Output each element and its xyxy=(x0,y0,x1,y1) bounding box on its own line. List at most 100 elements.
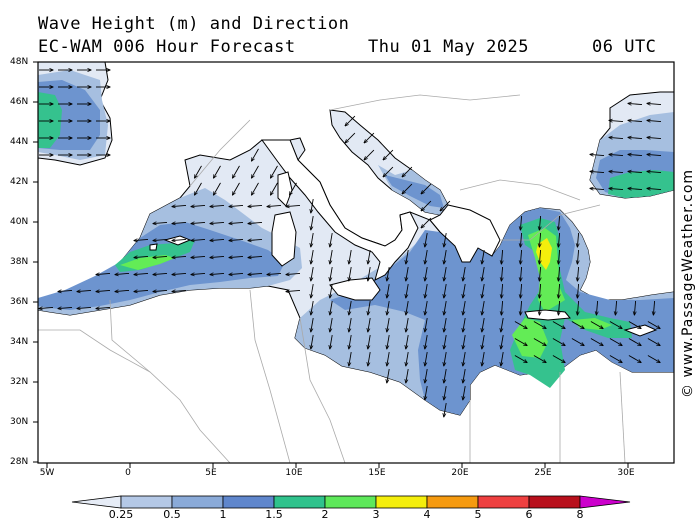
wave-arrow xyxy=(463,369,466,383)
wave-arrow xyxy=(191,273,206,274)
wave-arrow xyxy=(210,239,225,240)
wave-arrow xyxy=(286,273,301,274)
legend-swatch xyxy=(528,495,581,509)
wave-arrow xyxy=(286,290,301,291)
wave-arrow xyxy=(191,256,206,257)
wave-arrow xyxy=(533,338,546,346)
wave-arrow xyxy=(134,256,149,257)
wave-arrow xyxy=(501,266,502,281)
wave-arrow xyxy=(153,239,168,240)
wave-arrow xyxy=(210,256,225,257)
wave-arrow xyxy=(539,266,540,281)
wave-arrow xyxy=(520,300,521,315)
wave-arrow xyxy=(425,352,428,366)
wave-arrow xyxy=(368,267,371,281)
wave-arrow xyxy=(330,250,333,264)
wave-arrow xyxy=(577,232,578,247)
wave-arrow xyxy=(248,239,263,240)
wave-arrow xyxy=(552,321,565,329)
wave-arrow xyxy=(425,233,428,247)
wave-arrow xyxy=(590,171,605,172)
wave-arrow xyxy=(577,283,578,298)
wave-arrow xyxy=(628,338,641,346)
wave-arrow xyxy=(463,386,466,400)
wave-arrow xyxy=(609,321,622,329)
lat-label-36n: 36N xyxy=(10,297,29,307)
wave-arrow xyxy=(349,267,352,281)
wave-arrow xyxy=(609,338,622,346)
wave-arrow xyxy=(482,335,485,349)
wave-arrow xyxy=(330,335,333,349)
wave-arrow xyxy=(628,103,643,104)
wave-arrow xyxy=(421,183,432,194)
wave-arrow xyxy=(402,166,413,177)
legend-label-6: 6 xyxy=(525,508,533,521)
wave-arrow xyxy=(330,318,333,332)
wave-arrow xyxy=(252,165,259,178)
wave-arrow xyxy=(330,267,333,281)
wave-arrow xyxy=(290,182,297,195)
wave-arrow xyxy=(387,335,390,349)
wave-arrow xyxy=(387,352,390,366)
wave-direction-arrows xyxy=(39,70,661,417)
wave-arrow xyxy=(647,355,660,363)
wave-arrow xyxy=(539,232,540,247)
wave-arrow xyxy=(345,115,356,126)
lat-label-34n: 34N xyxy=(10,337,29,347)
wave-arrow xyxy=(628,321,641,329)
wave-arrow xyxy=(571,321,584,329)
wave-arrow xyxy=(552,355,565,363)
wave-arrow xyxy=(406,301,409,315)
wave-arrow xyxy=(539,300,540,315)
wave-arrow xyxy=(558,283,559,298)
wave-arrow xyxy=(172,239,187,240)
wave-arrow xyxy=(349,352,352,366)
wave-arrow xyxy=(153,273,168,274)
wave-arrow xyxy=(311,250,314,264)
lat-label-46n: 46N xyxy=(10,97,29,107)
wave-arrow xyxy=(172,290,187,291)
wave-arrow xyxy=(267,205,282,206)
wave-arrow xyxy=(383,149,394,160)
wave-arrow xyxy=(425,386,428,400)
wave-height-colorbar xyxy=(71,495,631,509)
wave-arrow xyxy=(383,166,394,177)
wave-arrow xyxy=(558,215,559,230)
wave-arrow xyxy=(539,283,540,298)
wave-arrow xyxy=(463,284,466,298)
lat-label-32n: 32N xyxy=(10,377,29,387)
wave-arrow xyxy=(514,355,527,363)
wave-arrow xyxy=(463,318,466,332)
wave-arrow xyxy=(647,188,662,189)
wave-arrow xyxy=(330,284,333,298)
wave-arrow xyxy=(539,215,540,230)
wave-arrow xyxy=(520,249,521,264)
wave-arrow xyxy=(191,222,206,223)
wave-arrow xyxy=(39,307,54,308)
wave-arrow xyxy=(501,352,504,366)
wave-arrow xyxy=(463,335,466,349)
wave-arrow xyxy=(191,239,206,240)
wave-arrow xyxy=(425,250,428,264)
wave-arrow xyxy=(349,250,352,264)
wave-arrow xyxy=(387,369,390,383)
wave-arrow xyxy=(501,249,502,264)
legend-swatch xyxy=(222,495,275,509)
credit-text: © www.PassageWeather.com xyxy=(680,168,696,398)
wave-arrow xyxy=(229,205,244,206)
wave-arrow xyxy=(349,335,352,349)
forecast-time: 06 UTC xyxy=(592,37,657,57)
lon-label-0: 0 xyxy=(125,468,131,478)
wave-arrow xyxy=(229,222,244,223)
wave-arrow xyxy=(271,165,278,178)
lat-label-28n: 28N xyxy=(10,457,29,467)
wave-arrow xyxy=(406,352,409,366)
lat-label-40n: 40N xyxy=(10,217,29,227)
wave-arrow xyxy=(482,267,485,281)
wave-arrow xyxy=(134,239,149,240)
wave-arrow xyxy=(590,321,603,329)
wave-arrow xyxy=(233,165,240,178)
coastline xyxy=(149,139,658,337)
wave-arrow xyxy=(406,318,409,332)
wave-arrow xyxy=(248,273,263,274)
